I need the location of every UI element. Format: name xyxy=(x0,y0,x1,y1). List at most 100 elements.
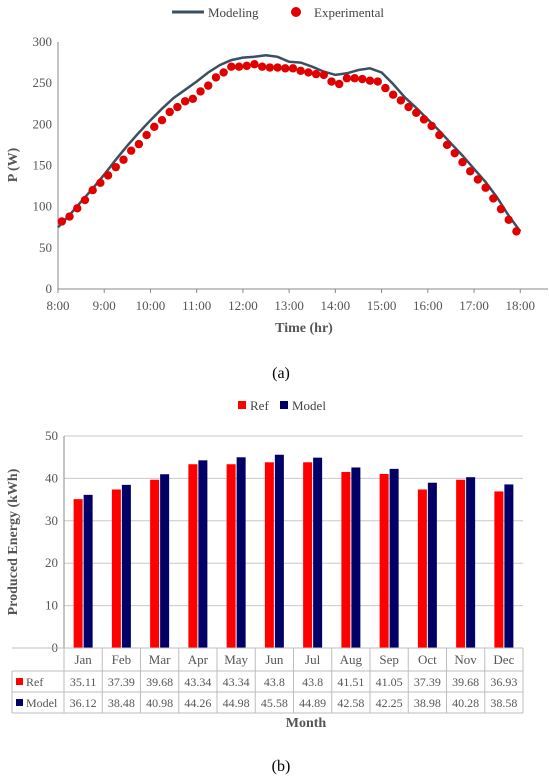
experimental-point xyxy=(219,68,228,77)
x-tick-label: 11:00 xyxy=(182,298,211,313)
experimental-point xyxy=(111,162,120,172)
month-label: Feb xyxy=(112,652,132,667)
legend-ref-swatch xyxy=(238,401,246,409)
bar-y-tick-label: 10 xyxy=(45,598,58,613)
ref-bar xyxy=(73,499,83,648)
model-bar xyxy=(274,454,284,648)
data-table: Jan Feb Mar Apr May Jun Jul Aug Sep Oct Nov Dec Ref 3… xyxy=(11,647,524,714)
table-legend-swatch xyxy=(16,699,23,706)
experimental-point xyxy=(173,102,182,112)
experimental-point xyxy=(257,62,267,71)
y-tick-label: 0 xyxy=(46,281,53,296)
table-cell: 45.58 xyxy=(261,696,288,710)
table-cell: 36.93 xyxy=(490,675,517,689)
panel-label-b: (b) xyxy=(272,758,291,775)
experimental-point xyxy=(404,102,413,112)
experimental-point xyxy=(350,74,359,83)
experimental-point xyxy=(296,66,305,76)
x-tick-label: 13:00 xyxy=(274,298,304,313)
experimental-point xyxy=(73,204,82,213)
experimental-point xyxy=(327,77,336,86)
experimental-point xyxy=(373,77,382,86)
experimental-point xyxy=(381,83,390,93)
model-bar xyxy=(121,484,131,648)
table-cell: 43.8 xyxy=(302,675,323,689)
experimental-point xyxy=(273,63,282,72)
table-cell: 35.11 xyxy=(70,675,97,689)
bar-x-axis-title: Month xyxy=(286,716,327,731)
experimental-point xyxy=(80,195,90,205)
x-tick-labels: 8:00 9:00 10:00 11:00 12:00 13:00 14:00 15:00 16… xyxy=(46,289,535,313)
bar-chart-legend: Ref Model xyxy=(238,398,326,413)
experimental-point xyxy=(342,74,352,83)
y-tick-label: 300 xyxy=(33,34,53,49)
x-axis-title: Time (hr) xyxy=(275,321,333,336)
bar-y-axis-title: Produced Energy (kWh) xyxy=(6,468,21,615)
x-tick-label: 12:00 xyxy=(228,298,258,313)
month-label: Oct xyxy=(418,652,437,667)
bar-chart-panel: Ref Model 01020304050 Produced Energy (k… xyxy=(6,398,524,775)
model-bar xyxy=(313,457,323,648)
experimental-point xyxy=(427,121,436,131)
month-label: Apr xyxy=(188,652,209,667)
legend-experimental-swatch xyxy=(291,7,301,17)
month-label: Jan xyxy=(74,652,92,667)
experimental-point xyxy=(96,178,105,187)
experimental-point xyxy=(442,140,452,150)
month-label: Jul xyxy=(305,652,321,667)
model-bar xyxy=(389,468,399,648)
model-bar xyxy=(83,494,93,648)
ref-bar xyxy=(303,462,313,648)
experimental-point xyxy=(119,155,128,164)
legend-modeling-label: Modeling xyxy=(208,5,259,20)
bar-series xyxy=(73,454,514,648)
experimental-point xyxy=(134,139,144,149)
ref-bar xyxy=(417,489,427,648)
table-cell: 43.8 xyxy=(264,675,285,689)
table-cell: 38.48 xyxy=(108,696,135,710)
experimental-point xyxy=(412,108,421,118)
table-cell: 44.98 xyxy=(223,696,250,710)
experimental-point xyxy=(458,158,467,167)
x-tick-label: 18:00 xyxy=(505,298,535,313)
line-chart-panel: Modeling Experimental 0 50 100 150 200 250 300… xyxy=(6,5,548,382)
model-bar xyxy=(198,460,208,648)
experimental-point xyxy=(319,70,329,80)
experimental-point xyxy=(512,227,521,236)
table-cell: 38.58 xyxy=(490,696,517,710)
ref-bar xyxy=(111,489,121,648)
y-tick-label: 100 xyxy=(33,199,53,214)
bar-y-tick-label: 40 xyxy=(45,470,58,485)
table-cell: 44.89 xyxy=(299,696,326,710)
table-cell: 42.25 xyxy=(376,696,403,710)
ref-bar xyxy=(188,464,198,648)
experimental-point xyxy=(142,130,151,140)
experimental-point xyxy=(157,116,167,125)
experimental-point xyxy=(196,87,205,96)
x-tick-label: 14:00 xyxy=(321,298,351,313)
experimental-series-points xyxy=(57,60,521,236)
table-cell: 40.98 xyxy=(146,696,173,710)
experimental-point xyxy=(242,61,251,71)
model-bar xyxy=(236,457,246,648)
table-cell: 39.68 xyxy=(146,675,173,689)
experimental-point xyxy=(419,115,429,124)
experimental-point xyxy=(466,167,475,176)
experimental-point xyxy=(288,64,298,73)
month-label: Aug xyxy=(340,652,363,667)
bar-y-tick-labels: 01020304050 xyxy=(45,428,58,655)
model-bar xyxy=(351,467,361,648)
y-tick-label: 250 xyxy=(33,75,53,90)
month-label: Jun xyxy=(265,652,284,667)
experimental-point xyxy=(234,62,244,71)
model-bar xyxy=(160,474,170,648)
x-tick-label: 10:00 xyxy=(136,298,166,313)
table-cell: 43.34 xyxy=(223,675,250,689)
ref-bar xyxy=(264,462,274,648)
table-row-label: Model xyxy=(26,696,58,710)
experimental-point xyxy=(311,69,321,79)
ref-bar xyxy=(341,471,351,648)
table-cell: 37.39 xyxy=(108,675,135,689)
experimental-point xyxy=(450,148,459,158)
